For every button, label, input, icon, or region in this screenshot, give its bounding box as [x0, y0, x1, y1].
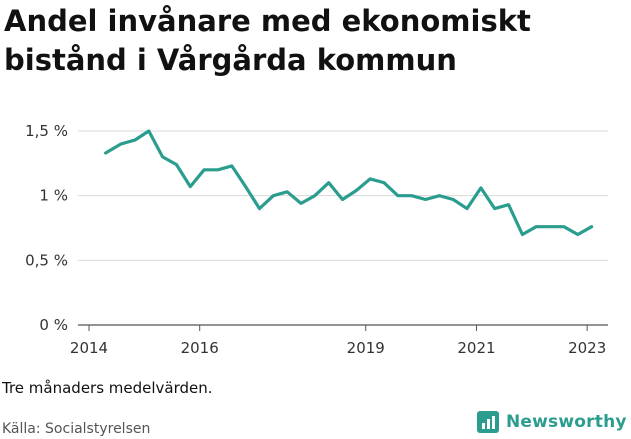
series: [103, 129, 594, 237]
x-tick-label: 2016: [181, 339, 219, 357]
x-axis: 2014 2016 2019 2021 2023: [70, 325, 606, 357]
y-axis: 0 % 0,5 % 1 % 1,5 %: [25, 122, 68, 334]
y-tick-label: 0 %: [39, 316, 68, 334]
y-tick-label: 1 %: [39, 187, 68, 205]
brand-name: Newsworthy: [506, 412, 627, 432]
chart-note: Tre månaders medelvärden.: [2, 379, 213, 397]
chart-title: Andel invånare med ekonomiskt bistånd i …: [4, 4, 531, 77]
y-tick-label: 0,5 %: [25, 251, 68, 269]
chart: 0 % 0,5 % 1 % 1,5 % 2014 2016 2019 2021 2023: [25, 122, 608, 357]
series-line: [103, 129, 594, 237]
brand-logo: Newsworthy: [476, 410, 627, 434]
x-tick-label: 2021: [457, 339, 495, 357]
x-tick-label: 2019: [347, 339, 385, 357]
grid: [78, 130, 608, 326]
x-tick-label: 2023: [568, 339, 606, 357]
source-credit: Källa: Socialstyrelsen: [2, 421, 151, 437]
y-tick-label: 1,5 %: [25, 122, 68, 140]
newsworthy-logo-icon: [477, 411, 499, 433]
x-tick-label: 2014: [70, 339, 108, 357]
